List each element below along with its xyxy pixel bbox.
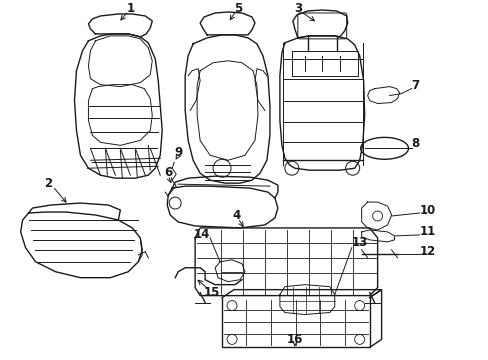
Text: 9: 9 [174,146,182,159]
Text: 8: 8 [411,137,419,150]
Text: 4: 4 [232,208,241,221]
Text: 14: 14 [193,228,210,242]
Text: 15: 15 [203,286,220,299]
Text: 1: 1 [126,3,134,15]
Text: 10: 10 [419,203,435,216]
Text: 3: 3 [293,3,301,15]
Text: 16: 16 [286,333,303,346]
Text: 13: 13 [351,237,367,249]
Text: 11: 11 [419,225,435,238]
Text: 12: 12 [419,245,435,258]
Text: 7: 7 [411,79,419,92]
Text: 2: 2 [44,177,53,190]
Text: 5: 5 [233,3,242,15]
Text: 6: 6 [164,166,172,179]
